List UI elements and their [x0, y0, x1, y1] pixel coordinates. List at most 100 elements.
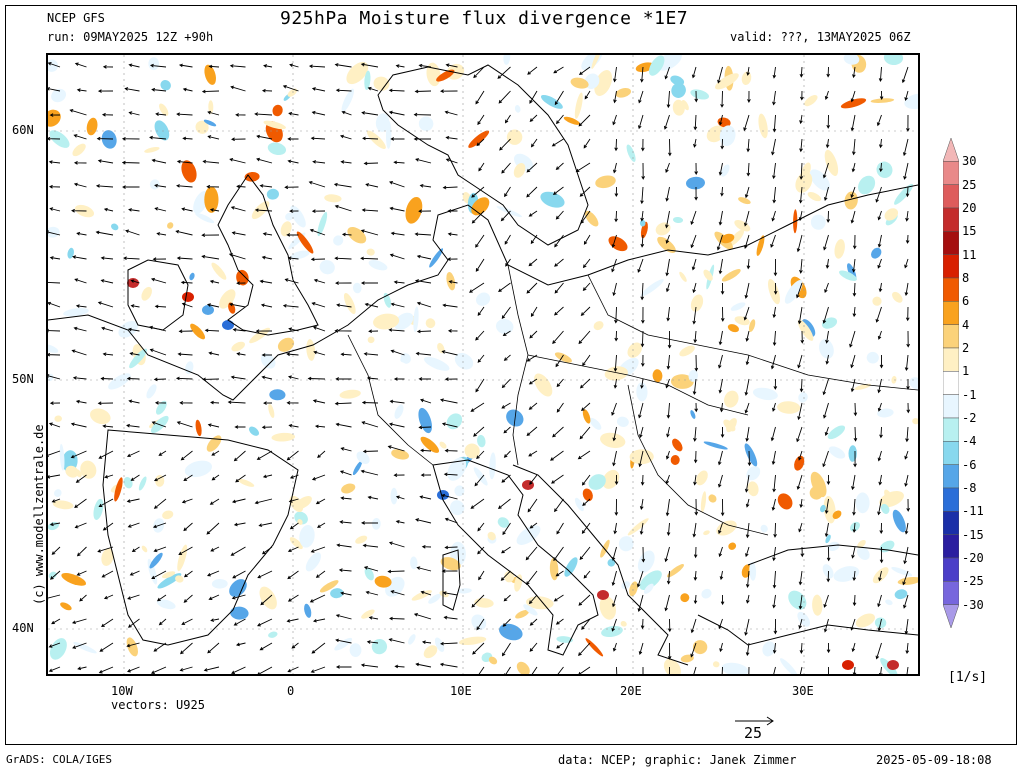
wind-vector — [853, 450, 857, 468]
wind-vector — [529, 618, 538, 626]
wind-vector — [642, 667, 644, 674]
wind-vector — [97, 159, 114, 164]
wind-vector — [557, 666, 564, 674]
divergence-cell — [73, 642, 97, 654]
wind-vector — [745, 642, 750, 657]
divergence-cell — [141, 286, 152, 301]
wind-vector — [475, 330, 485, 341]
divergence-cell — [809, 169, 830, 191]
wind-vector — [254, 498, 273, 505]
wind-vector — [903, 546, 909, 565]
divergence-cell — [48, 109, 61, 127]
wind-vector — [716, 234, 723, 251]
wind-vector — [100, 376, 114, 381]
wind-vector — [229, 157, 246, 164]
wind-vector — [666, 306, 670, 322]
wind-vector — [825, 354, 830, 365]
wind-vector — [181, 302, 193, 308]
wind-vector — [665, 210, 670, 229]
wind-vector — [614, 330, 619, 342]
divergence-cell — [437, 342, 445, 354]
divergence-cell — [894, 589, 908, 600]
wind-vector — [798, 570, 803, 586]
divergence-cell — [523, 604, 538, 616]
divergence-cell — [762, 641, 776, 657]
wind-vector — [799, 666, 803, 674]
wind-vector — [503, 450, 511, 458]
wind-vector — [497, 498, 511, 509]
wind-vector — [121, 137, 140, 141]
divergence-cell — [672, 216, 684, 224]
divergence-cell — [670, 455, 680, 465]
wind-vector — [530, 138, 538, 148]
wind-vector — [444, 377, 458, 381]
wind-vector — [127, 522, 140, 528]
divergence-cell — [468, 130, 490, 148]
wind-vector — [614, 498, 619, 516]
wind-vector — [798, 450, 803, 461]
wind-vector — [851, 474, 856, 491]
divergence-cell — [810, 471, 827, 498]
wind-vector — [341, 110, 352, 116]
divergence-cell — [866, 351, 879, 364]
divergence-cell — [504, 570, 515, 583]
colorbar-label: 30 — [962, 154, 977, 169]
divergence-cell — [894, 183, 914, 205]
divergence-cell — [317, 211, 328, 237]
divergence-cell — [457, 588, 472, 594]
wind-vector — [311, 474, 326, 481]
wind-vector — [313, 278, 326, 284]
wind-vector — [747, 450, 752, 467]
wind-vector — [49, 401, 61, 405]
divergence-cell — [154, 120, 170, 141]
wind-vector — [70, 450, 87, 459]
wind-vector — [259, 279, 273, 284]
wind-vector — [73, 182, 87, 188]
wind-vector — [553, 66, 564, 74]
wind-vector — [334, 256, 352, 261]
wind-vector — [771, 450, 776, 466]
lat-label-50n: 50N — [12, 372, 34, 386]
wind-vector — [131, 546, 140, 553]
wind-vector — [638, 642, 644, 656]
wind-vector — [578, 666, 591, 674]
wind-vector — [640, 282, 644, 301]
wind-vector — [828, 667, 829, 674]
wind-vector — [500, 210, 511, 222]
divergence-cell — [563, 116, 580, 125]
wind-vector — [579, 426, 591, 440]
wind-vector — [48, 301, 61, 308]
wind-vector — [877, 402, 882, 412]
wind-vector — [307, 376, 326, 381]
wind-vector — [851, 258, 856, 273]
wind-vector — [286, 450, 299, 461]
divergence-cell — [639, 570, 662, 591]
wind-vector — [504, 186, 511, 198]
wind-vector — [771, 138, 776, 156]
wind-vector — [579, 186, 591, 197]
wind-vector — [771, 498, 776, 511]
divergence-cell — [418, 116, 434, 132]
divergence-cell — [779, 658, 798, 674]
wind-vector — [261, 375, 273, 380]
wind-vector — [367, 86, 379, 92]
wind-vector — [121, 160, 140, 165]
divergence-cell — [820, 504, 826, 513]
divergence-cell — [692, 640, 708, 655]
wind-vector — [387, 445, 405, 452]
divergence-cell — [305, 552, 322, 572]
divergence-cell — [734, 316, 750, 326]
wind-vector — [743, 306, 750, 321]
wind-vector — [282, 84, 299, 92]
wind-vector — [578, 66, 591, 76]
divergence-cell — [364, 567, 374, 581]
wind-vector — [850, 186, 856, 199]
wind-vector — [694, 186, 698, 201]
wind-vector — [415, 662, 432, 668]
wind-vector — [335, 638, 352, 644]
wind-vector — [313, 350, 326, 356]
wind-vector — [235, 642, 246, 647]
wind-vector — [611, 402, 617, 416]
wind-vector — [413, 112, 432, 117]
wind-vector — [254, 208, 273, 212]
